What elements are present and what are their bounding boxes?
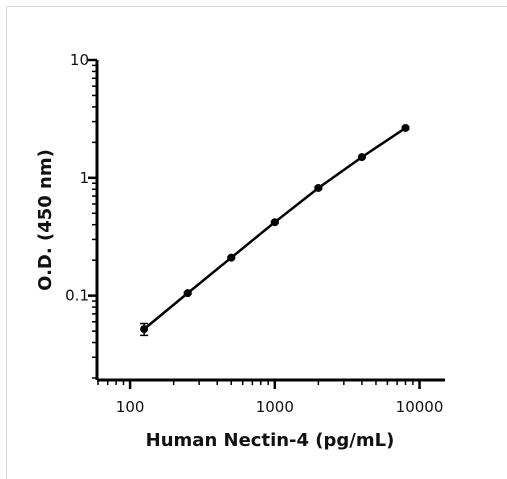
data-point [401, 123, 410, 132]
y-axis-title: O.D. (450 nm) [35, 149, 56, 291]
x-tick-label-1000: 1000 [256, 398, 294, 416]
y-tick-label-1: 1 [79, 169, 89, 187]
x-tick-label-10000: 10000 [396, 398, 444, 416]
y-tick-label-0-1: 0.1 [65, 287, 89, 305]
axes [95, 60, 445, 382]
chart-frame [6, 6, 507, 479]
x-axis-title: Human Nectin-4 (pg/mL) [146, 430, 395, 451]
series-layer [140, 123, 410, 337]
series-line [143, 126, 407, 331]
y-tick-label-10: 10 [70, 51, 89, 69]
data-point [140, 325, 149, 334]
ticks [88, 58, 421, 389]
data-point [227, 253, 236, 262]
data-point [314, 183, 323, 192]
data-point [270, 218, 279, 227]
x-tick-label-100: 100 [116, 398, 145, 416]
data-point [357, 153, 366, 162]
data-point [183, 289, 192, 298]
